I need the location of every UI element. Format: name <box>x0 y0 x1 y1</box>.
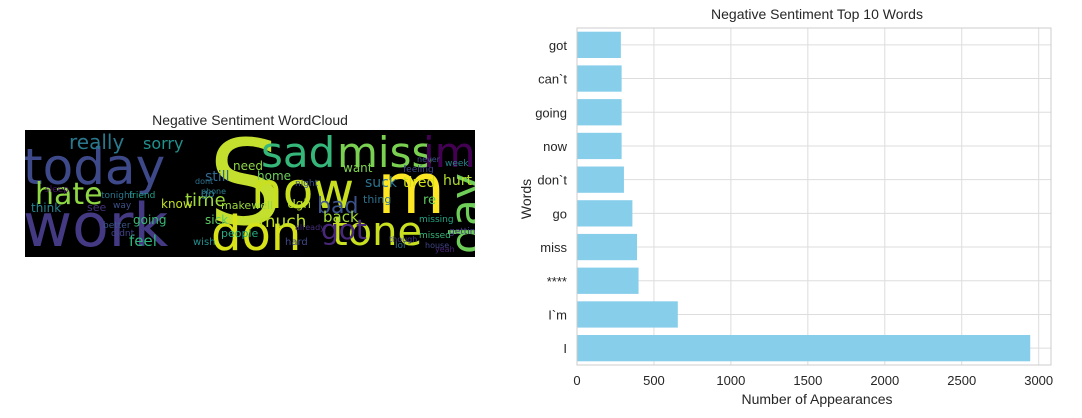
cloud-word: lol <box>395 241 406 251</box>
cloud-word: already <box>295 223 325 232</box>
x-tick-label: 1000 <box>716 373 745 388</box>
y-tick-label: going <box>535 105 567 120</box>
cloud-word: hurt <box>443 173 472 189</box>
plot-area-frame <box>576 27 1052 366</box>
cloud-word: yeah <box>435 245 455 254</box>
y-tick-label: I <box>563 341 567 356</box>
cloud-word: way <box>113 201 132 211</box>
cloud-word: want <box>343 161 373 175</box>
cloud-word: much <box>259 212 307 232</box>
cloud-word: go <box>201 187 215 200</box>
cloud-word: thing <box>363 193 392 206</box>
cloud-word: sad <box>261 130 336 177</box>
cloud-word: house <box>425 241 450 250</box>
bar-going <box>577 99 622 126</box>
cloud-word: suck <box>365 175 397 191</box>
chart-bars <box>577 31 1031 362</box>
cloud-word: phone <box>201 187 227 196</box>
cloud-word: bad <box>317 194 359 219</box>
x-tick-label: 3000 <box>1024 373 1053 388</box>
cloud-word: though <box>389 235 418 244</box>
y-tick-label: don`t <box>537 173 567 188</box>
cloud-word: dont <box>195 177 214 186</box>
cloud-word: people <box>221 227 259 240</box>
x-axis-label: Number of Appearances <box>742 391 893 407</box>
bar-miss <box>577 233 638 261</box>
cloud-word: never <box>417 155 440 164</box>
cloud-word: friend <box>129 191 156 201</box>
x-tick-label: 0 <box>573 373 580 388</box>
bar-I <box>577 335 1031 362</box>
y-tick-label: go <box>553 206 567 221</box>
cloud-word: better <box>103 221 131 231</box>
bar-I`m <box>577 301 678 328</box>
y-tick-label: **** <box>547 274 567 289</box>
y-axis-label: Words <box>518 179 534 219</box>
x-tick-label: 2500 <box>947 373 976 388</box>
cloud-word: Ugh <box>287 197 312 211</box>
bar-can`t <box>577 65 622 92</box>
cloud-word: getting <box>449 227 475 237</box>
cloud-word: got <box>321 213 367 246</box>
cloud-word: night <box>295 179 319 189</box>
cloud-word: missing <box>419 215 454 225</box>
cloud-word: sleep <box>45 185 69 195</box>
cloud-word: see <box>87 201 107 214</box>
cloud-word: going <box>133 213 167 227</box>
chart-title: Negative Sentiment Top 10 Words <box>711 6 923 22</box>
wordcloud-title: Negative Sentiment WordCloud <box>152 112 348 128</box>
cloud-word: didnt <box>111 229 135 239</box>
cloud-word: tired <box>403 175 436 191</box>
cloud-word: think <box>31 201 62 215</box>
wordcloud-image: S today work don now sad miss im m tone … <box>25 130 475 257</box>
cloud-word: know <box>161 197 193 211</box>
cloud-word: back <box>323 208 359 226</box>
x-tick-label: 2000 <box>870 373 899 388</box>
cloud-word: miss <box>337 130 434 177</box>
cloud-word: m <box>377 148 446 230</box>
y-tick-label: miss <box>540 240 567 255</box>
cloud-word: today <box>25 138 166 196</box>
cloud-word: sorry <box>143 134 184 153</box>
cloud-word: need <box>233 159 263 173</box>
y-tick-label: now <box>543 139 567 154</box>
x-axis-ticks: 0 500 1000 1500 2000 2500 3000 <box>573 373 1053 388</box>
cloud-word: S <box>208 130 283 252</box>
cloud-word: home <box>257 169 292 183</box>
y-tick-label: can`t <box>538 72 567 87</box>
cloud-word: week <box>445 159 469 169</box>
cloud-word: tone <box>332 209 423 255</box>
cloud-word: re <box>423 193 437 208</box>
cloud-word: tonight <box>101 191 134 201</box>
x-tick-label: 1500 <box>793 373 822 388</box>
bar-don`t <box>577 166 624 193</box>
cloud-word: don <box>211 206 302 257</box>
cloud-word: now <box>251 162 355 220</box>
y-axis-ticks: got can`t going now don`t go miss **** I`m I <box>535 38 567 356</box>
bar-go <box>577 200 633 227</box>
cloud-word: feel <box>129 232 157 250</box>
cloud-word: wish <box>193 237 216 248</box>
bar-chart: Negative Sentiment Top 10 Words 0 500 1000… <box>518 6 1053 407</box>
cloud-word: really <box>69 130 125 154</box>
y-tick-label: I`m <box>548 307 567 322</box>
cloud-word: time <box>185 190 226 211</box>
cloud-word: hard <box>285 237 308 248</box>
cloud-word: hate <box>35 177 103 212</box>
cloud-word: feeling <box>403 165 434 175</box>
cloud-word: still <box>205 169 230 185</box>
cloud-word: sick <box>205 213 229 227</box>
bar-now <box>577 132 622 160</box>
bar-got <box>577 31 621 58</box>
x-tick-label: 500 <box>643 373 665 388</box>
cloud-word: im <box>423 130 475 177</box>
y-tick-label: got <box>549 38 567 53</box>
bar-**** <box>577 267 639 294</box>
cloud-word: makewell <box>221 199 274 212</box>
cloud-word: work <box>25 191 169 257</box>
cloud-word: missed <box>419 231 451 241</box>
